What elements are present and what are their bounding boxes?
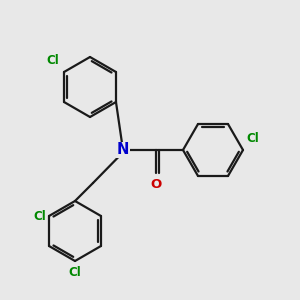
Text: Cl: Cl bbox=[33, 209, 46, 223]
Text: Cl: Cl bbox=[246, 133, 259, 146]
Text: Cl: Cl bbox=[47, 55, 59, 68]
Text: O: O bbox=[150, 178, 162, 191]
Text: Cl: Cl bbox=[69, 266, 81, 278]
Text: N: N bbox=[117, 142, 129, 158]
